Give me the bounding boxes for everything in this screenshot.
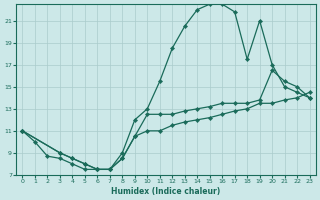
X-axis label: Humidex (Indice chaleur): Humidex (Indice chaleur) bbox=[111, 187, 221, 196]
